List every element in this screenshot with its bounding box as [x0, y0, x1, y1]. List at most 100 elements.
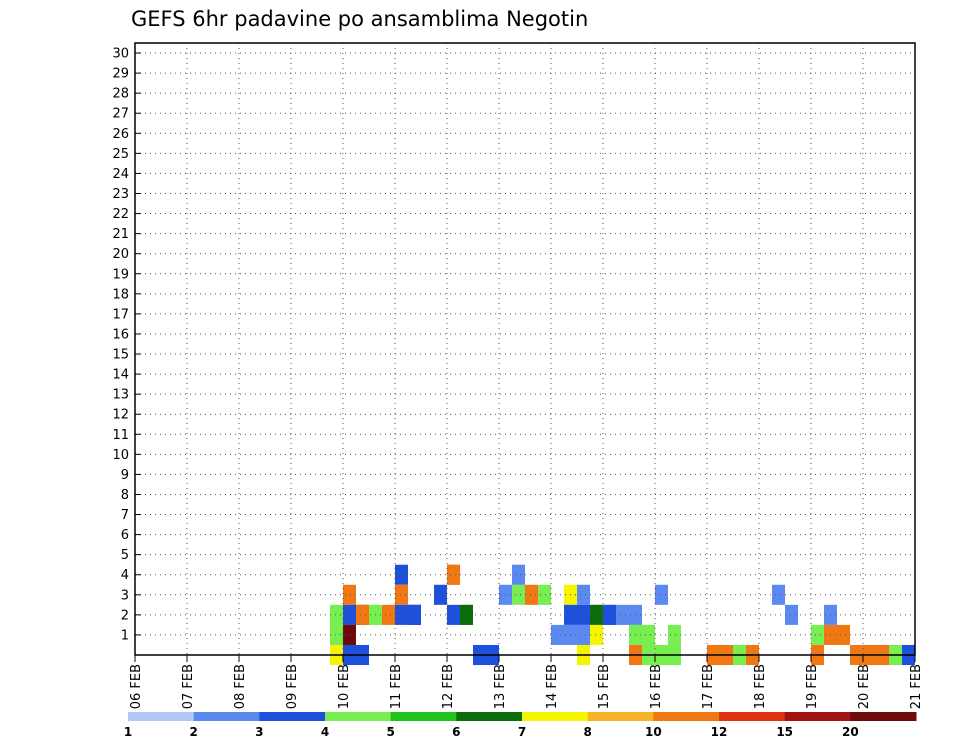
y-tick-label: 13 — [112, 388, 129, 403]
y-tick-label: 30 — [112, 47, 129, 62]
colorbar-swatch — [193, 712, 260, 721]
colorbar-label: 8 — [583, 725, 591, 739]
x-tick-label: 18 FEB — [753, 664, 768, 709]
cells-layer — [330, 564, 915, 666]
x-tick-label: 10 FEB — [337, 664, 352, 709]
y-tick-label: 2 — [121, 608, 129, 623]
x-tick-label: 17 FEB — [701, 664, 716, 709]
x-tick-label: 13 FEB — [493, 664, 508, 709]
heatmap-cell — [395, 564, 408, 585]
heatmap-cell — [772, 584, 785, 605]
x-tick-label: 12 FEB — [441, 664, 456, 709]
heatmap-cell — [577, 584, 590, 605]
y-tick-label: 5 — [121, 548, 129, 563]
colorbar-swatch — [259, 712, 326, 721]
colorbar-swatch — [522, 712, 589, 721]
colorbar-swatch — [325, 712, 392, 721]
x-tick-label: 16 FEB — [649, 664, 664, 709]
y-tick-label: 3 — [121, 588, 129, 603]
y-tick-label: 19 — [112, 267, 129, 282]
y-tick-label: 23 — [112, 187, 129, 202]
x-tick-label: 15 FEB — [597, 664, 612, 709]
heatmap-cell — [395, 584, 408, 605]
heatmap-cell — [512, 564, 525, 585]
colorbar-label: 15 — [776, 725, 793, 739]
y-tick-label: 26 — [112, 127, 129, 142]
colorbar-label: 1 — [124, 725, 132, 739]
heatmap-cell — [577, 604, 590, 625]
colorbar-swatch — [850, 712, 917, 721]
y-tick-label: 22 — [112, 207, 129, 222]
heatmap-cell — [343, 624, 356, 645]
colorbar-legend: 1 2 3 4 5 6 7 8 10 12 15 20 — [124, 712, 917, 739]
heatmap-cell — [512, 584, 525, 605]
y-tick-label: 18 — [112, 287, 129, 302]
heatmap-cell — [551, 624, 564, 645]
x-tick-label: 06 FEB — [129, 664, 144, 709]
y-tick-label: 11 — [112, 428, 129, 443]
heatmap-cell — [590, 604, 603, 625]
heatmap-cell — [590, 624, 603, 645]
x-tick-label: 21 FEB — [909, 664, 924, 709]
heatmap-cell — [525, 584, 538, 605]
y-tick-label: 29 — [112, 67, 129, 82]
heatmap-cell — [642, 624, 655, 645]
y-tick-label: 21 — [112, 227, 129, 242]
heatmap-cell — [408, 604, 421, 625]
y-tick-label: 28 — [112, 87, 129, 102]
y-tick-label: 6 — [121, 528, 129, 543]
colorbar-label: 2 — [189, 725, 197, 739]
colorbar-swatch — [653, 712, 720, 721]
y-tick-label: 8 — [121, 488, 129, 503]
colorbar-label: 6 — [452, 725, 460, 739]
heatmap-cell — [356, 604, 369, 625]
heatmap-cell — [616, 604, 629, 625]
y-tick-label: 1 — [121, 628, 129, 643]
colorbar-swatch — [784, 712, 851, 721]
x-tick-label: 19 FEB — [805, 664, 820, 709]
colorbar-label: 20 — [842, 725, 859, 739]
chart-title: GEFS 6hr padavine po ansamblima Negotin — [131, 7, 588, 31]
grid-layer — [135, 43, 915, 655]
x-tick-label: 09 FEB — [285, 664, 300, 709]
heatmap-cell — [603, 604, 616, 625]
y-tick-label: 12 — [112, 408, 129, 423]
heatmap-cell — [447, 564, 460, 585]
heatmap-cell — [577, 624, 590, 645]
heatmap-cell — [395, 604, 408, 625]
x-tick-label: 20 FEB — [857, 664, 872, 709]
colorbar-swatch — [719, 712, 786, 721]
heatmap-cell — [330, 624, 343, 645]
y-tick-label: 24 — [112, 167, 129, 182]
y-tick-label: 27 — [112, 107, 129, 122]
heatmap-cell — [538, 584, 551, 605]
colorbar-swatch — [587, 712, 654, 721]
heatmap-cell — [785, 604, 798, 625]
colorbar-label: 12 — [711, 725, 728, 739]
y-tick-label: 4 — [121, 568, 129, 583]
heatmap-cell — [655, 584, 668, 605]
colorbar-swatch — [390, 712, 457, 721]
x-tick-label: 14 FEB — [545, 664, 560, 709]
x-tick-label: 08 FEB — [233, 664, 248, 709]
y-tick-label: 15 — [112, 348, 129, 363]
heatmap-cell — [382, 604, 395, 625]
heatmap-cell — [343, 604, 356, 625]
x-axis: 06 FEB 07 FEB 08 FEB 09 FEB 10 FEB 11 FEB 12 F… — [129, 655, 924, 709]
colorbar-swatch — [128, 712, 195, 721]
colorbar-label: 4 — [321, 725, 329, 739]
y-tick-label: 7 — [121, 508, 129, 523]
y-tick-label: 16 — [112, 327, 129, 342]
y-tick-label: 25 — [112, 147, 129, 162]
colorbar-swatch — [456, 712, 523, 721]
y-tick-label: 14 — [112, 368, 129, 383]
heatmap-cell — [447, 604, 460, 625]
heatmap-cell — [668, 624, 681, 645]
plot-frame — [134, 42, 916, 656]
colorbar-label: 7 — [518, 725, 526, 739]
y-tick-label: 17 — [112, 307, 129, 322]
colorbar-label: 5 — [386, 725, 394, 739]
colorbar-label: 3 — [255, 725, 263, 739]
y-axis: 1234567891011121314151617181920212223242… — [112, 47, 141, 643]
